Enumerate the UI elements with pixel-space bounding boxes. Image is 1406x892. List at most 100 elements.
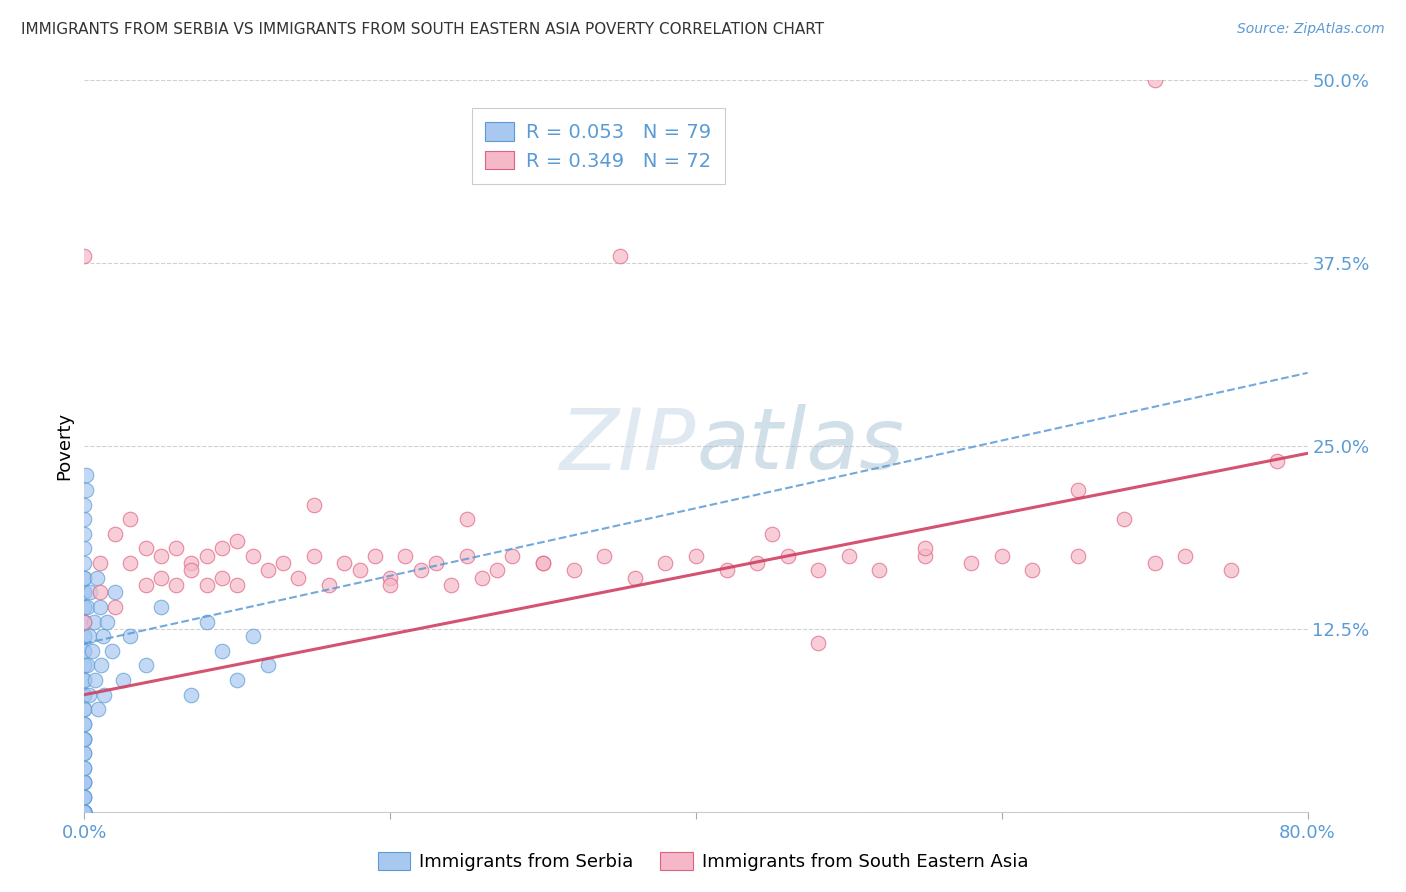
Point [242,629,264,643]
Point [90,658,112,673]
Point [226,534,249,549]
Point [73,746,96,760]
Point [84,673,107,687]
Point [287,571,309,585]
Point [73,717,96,731]
Point [776,549,799,563]
Point [761,526,783,541]
Point [211,571,233,585]
Point [73,761,96,775]
Point [73,644,96,658]
Point [654,556,676,570]
Point [73,556,96,570]
Point [242,549,264,563]
Point [73,615,96,629]
Point [101,644,124,658]
Point [1143,556,1166,570]
Point [531,556,554,570]
Point [211,644,233,658]
Point [257,658,280,673]
Point [77,688,100,702]
Point [593,549,616,563]
Point [73,805,96,819]
Point [502,549,524,563]
Point [380,571,402,585]
Point [73,599,96,614]
Point [91,629,114,643]
Point [73,731,96,746]
Point [394,549,416,563]
Point [73,805,96,819]
Point [1067,483,1090,497]
Point [73,746,96,760]
Point [1143,73,1166,87]
Point [409,563,432,577]
Point [165,541,187,556]
Point [149,571,172,585]
Point [73,731,96,746]
Point [165,578,187,592]
Point [135,658,157,673]
Point [747,556,769,570]
Point [73,775,96,789]
Point [120,556,142,570]
Point [1174,549,1197,563]
Point [195,578,218,592]
Point [425,556,447,570]
Point [75,468,97,483]
Point [257,563,280,577]
Point [716,563,738,577]
Point [73,805,96,819]
Point [104,526,127,541]
Point [73,688,96,702]
Point [302,498,325,512]
Point [89,556,111,570]
Point [73,673,96,687]
Point [73,599,96,614]
Point [73,790,96,805]
Point [79,585,101,599]
Point [73,761,96,775]
Point [73,615,96,629]
Point [195,615,218,629]
Text: atlas: atlas [696,404,904,488]
Point [1220,563,1243,577]
Point [486,563,509,577]
Point [226,673,249,687]
Point [89,585,111,599]
Point [73,790,96,805]
Point [83,615,105,629]
Text: Source: ZipAtlas.com: Source: ZipAtlas.com [1237,22,1385,37]
Point [73,805,96,819]
Point [349,563,371,577]
Point [75,483,97,497]
Point [73,805,96,819]
Point [685,549,707,563]
Point [73,805,96,819]
Point [991,549,1014,563]
Point [226,578,249,592]
Point [624,571,647,585]
Text: IMMIGRANTS FROM SERBIA VS IMMIGRANTS FROM SOUTH EASTERN ASIA POVERTY CORRELATION: IMMIGRANTS FROM SERBIA VS IMMIGRANTS FRO… [21,22,824,37]
Point [180,556,202,570]
Point [211,541,233,556]
Point [135,541,157,556]
Point [120,512,142,526]
Point [73,541,96,556]
Point [318,578,340,592]
Point [195,549,218,563]
Point [120,629,142,643]
Point [73,615,96,629]
Point [73,688,96,702]
Point [180,688,202,702]
Point [80,644,103,658]
Point [73,658,96,673]
Point [180,563,202,577]
Point [73,512,96,526]
Point [960,556,983,570]
Point [73,629,96,643]
Point [73,498,96,512]
Point [562,563,585,577]
Point [609,249,631,263]
Point [471,571,494,585]
